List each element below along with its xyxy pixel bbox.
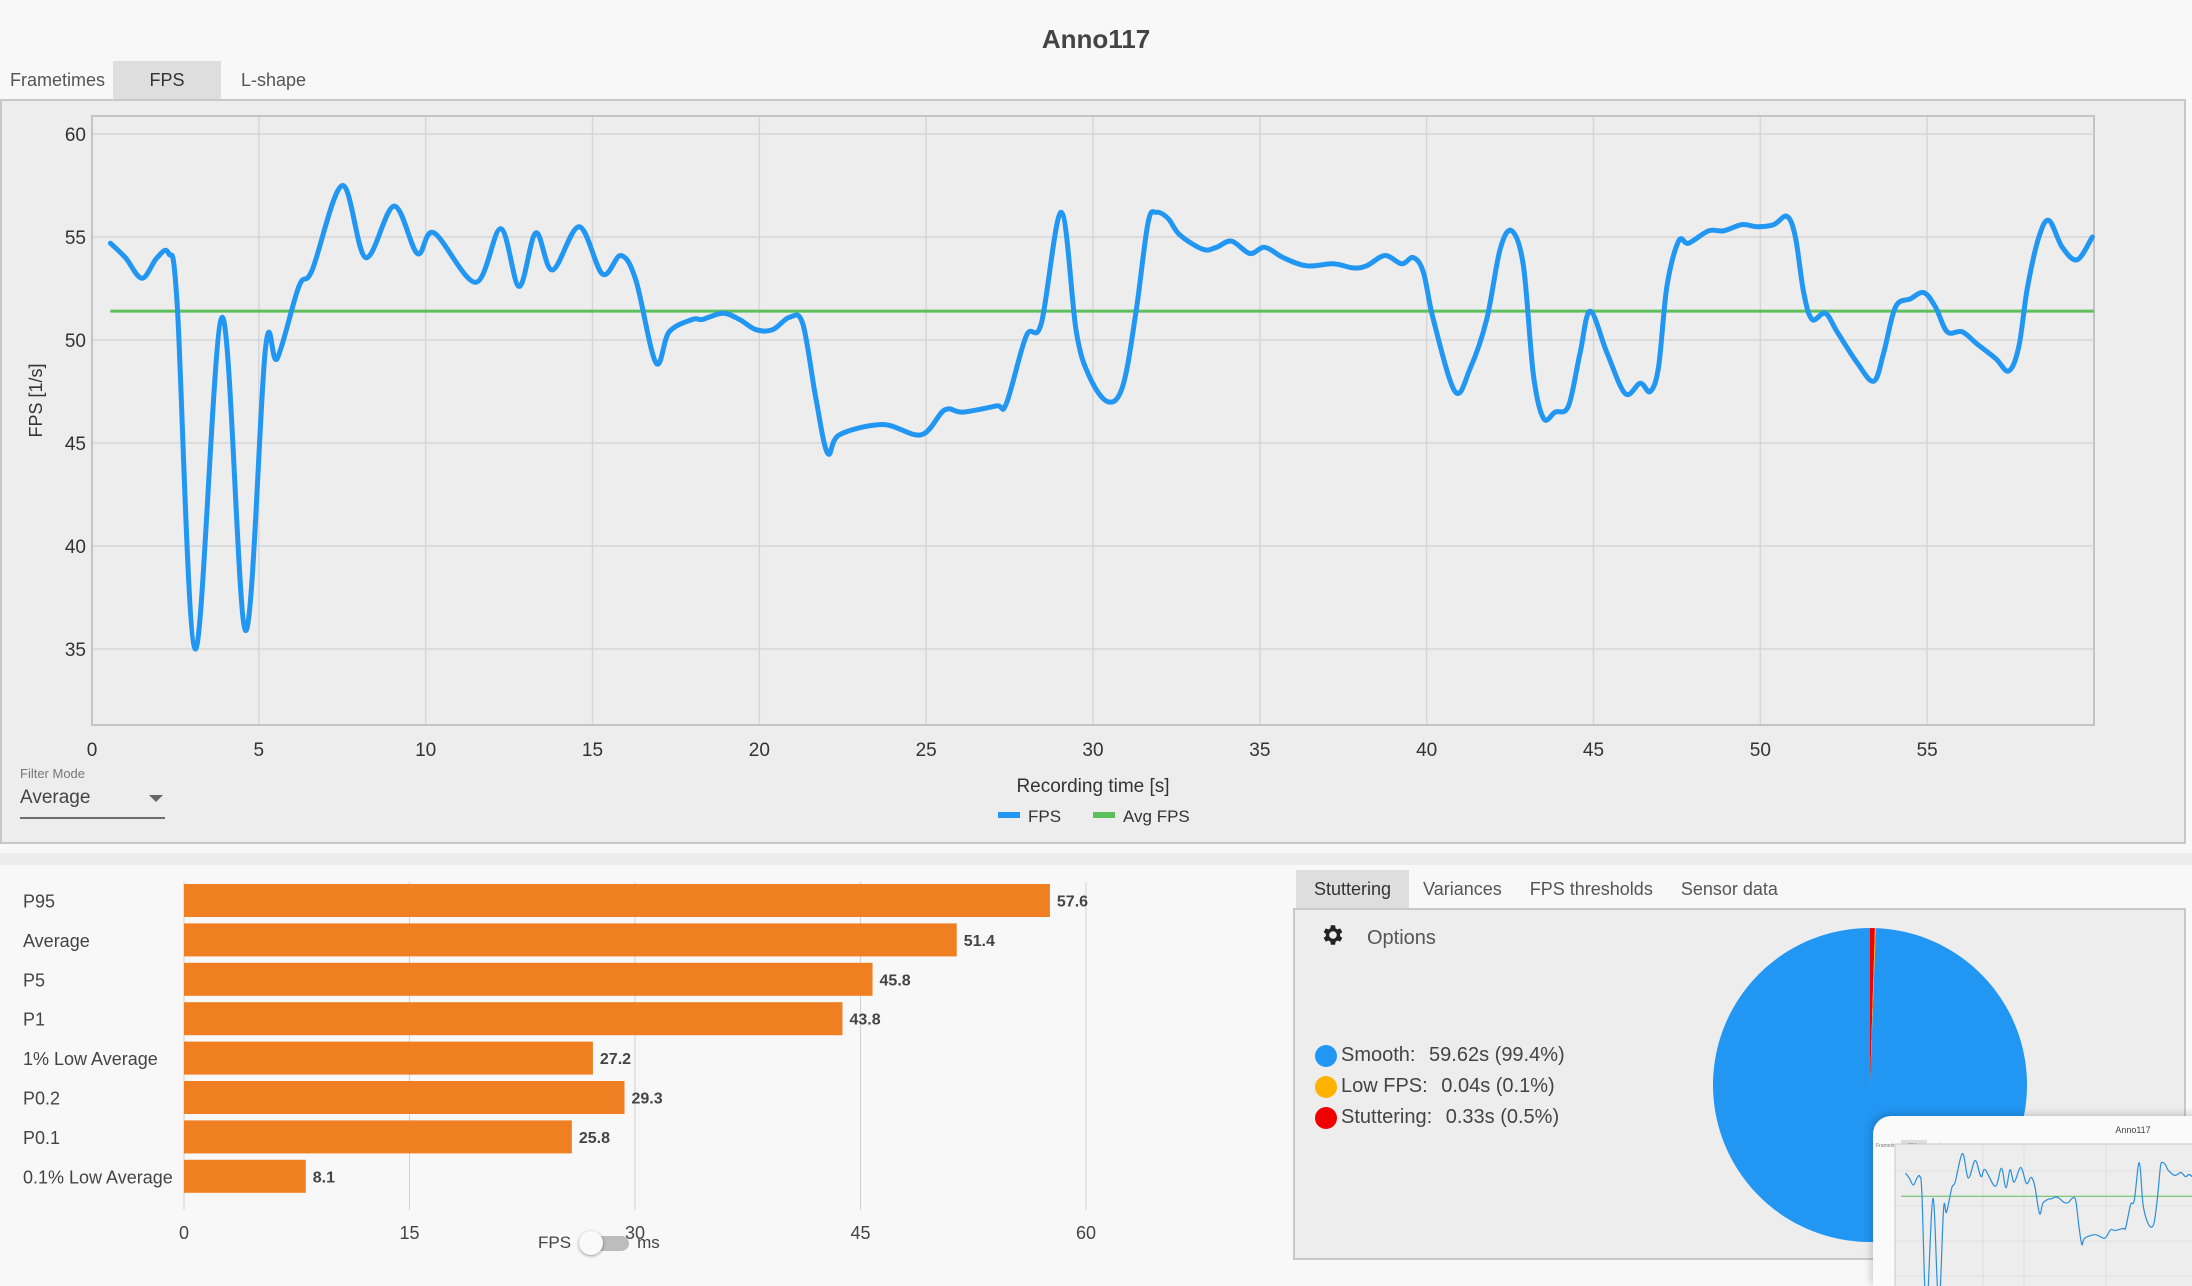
x-tick-label: 0 — [87, 740, 98, 761]
bar-value-label: 29.3 — [631, 1091, 662, 1108]
x-tick-label: 40 — [1416, 740, 1437, 761]
bar-value-label: 45.8 — [880, 972, 911, 989]
y-axis-label: FPS [1/s] — [26, 363, 46, 437]
tab-stuttering[interactable]: Stuttering — [1296, 870, 1409, 908]
bar-category-label: P0.2 — [23, 1089, 60, 1109]
tab-sensor-data[interactable]: Sensor data — [1667, 870, 1792, 908]
bar-category-label: 0.1% Low Average — [23, 1167, 173, 1187]
legend-swatch-fps — [998, 812, 1020, 818]
bar-x-tick-label: 0 — [179, 1223, 189, 1243]
legend-value: 0.04s (0.1%) — [1441, 1075, 1554, 1098]
unit-toggle-group: FPS ms — [538, 1231, 660, 1255]
screenshot-thumbnail-preview[interactable]: Anno117 Frametimes FPS L-shape — [1873, 1116, 2192, 1286]
options-label: Options — [1367, 927, 1436, 950]
analysis-tabs: Stuttering Variances FPS thresholds Sens… — [1296, 870, 1792, 908]
legend-name: Low FPS: — [1341, 1075, 1428, 1098]
gear-icon — [1319, 922, 1345, 954]
tab-fps-thresholds[interactable]: FPS thresholds — [1516, 870, 1667, 908]
bar — [184, 923, 957, 956]
y-tick-label: 60 — [65, 125, 86, 146]
x-tick-label: 5 — [254, 740, 265, 761]
bar — [184, 963, 873, 996]
x-tick-label: 10 — [415, 740, 436, 761]
dropdown-arrow-icon — [149, 795, 163, 802]
bar-category-label: P95 — [23, 892, 55, 912]
bar-value-label: 51.4 — [964, 933, 995, 950]
toggle-knob[interactable] — [579, 1231, 603, 1255]
x-tick-label: 25 — [916, 740, 937, 761]
legend-label-avg-fps: Avg FPS — [1123, 807, 1190, 826]
legend-value: 59.62s (99.4%) — [1429, 1044, 1565, 1067]
y-tick-label: 45 — [65, 434, 86, 455]
y-tick-label: 35 — [65, 640, 86, 661]
fps-line-chart: 0 5 10 15 20 25 30 35 40 45 50 55 35 40 45 50 55 60 FPS [… — [0, 0, 2192, 860]
x-tick-label: 35 — [1249, 740, 1270, 761]
y-tick-label: 55 — [65, 228, 86, 249]
panel-separator — [0, 853, 2192, 865]
bar — [184, 1042, 593, 1075]
x-tick-label: 55 — [1917, 740, 1938, 761]
bar-category-label: 1% Low Average — [23, 1049, 158, 1069]
x-tick-label: 30 — [1082, 740, 1103, 761]
bar-category-label: P5 — [23, 970, 45, 990]
x-axis-label: Recording time [s] — [1016, 776, 1169, 797]
bar-value-label: 57.6 — [1057, 894, 1088, 911]
legend-item-smooth: Smooth: 59.62s (99.4%) — [1315, 1040, 1565, 1071]
bar — [184, 884, 1050, 917]
bar-x-tick-label: 45 — [850, 1223, 870, 1243]
bar-value-label: 25.8 — [579, 1130, 610, 1147]
options-button[interactable]: Options — [1319, 922, 1436, 954]
bar — [184, 1120, 572, 1153]
x-tick-label: 20 — [749, 740, 770, 761]
legend-swatch-avg-fps — [1093, 812, 1115, 818]
low-fps-dot-icon — [1315, 1076, 1337, 1098]
bar-value-label: 8.1 — [313, 1169, 335, 1186]
filter-mode-select[interactable]: Average — [20, 787, 165, 819]
legend-name: Smooth: — [1341, 1044, 1415, 1067]
bar-value-label: 27.2 — [600, 1051, 631, 1068]
legend-label-fps: FPS — [1028, 807, 1061, 826]
bar-category-label: P0.1 — [23, 1128, 60, 1148]
bar-category-label: P1 — [23, 1010, 45, 1030]
x-tick-label: 50 — [1750, 740, 1771, 761]
tab-variances[interactable]: Variances — [1409, 870, 1516, 908]
legend-item-stuttering: Stuttering: 0.33s (0.5%) — [1315, 1102, 1565, 1133]
x-tick-label: 15 — [582, 740, 603, 761]
y-tick-label: 40 — [65, 537, 86, 558]
thumbnail-plot-bg — [1895, 1144, 2192, 1286]
stuttering-dot-icon — [1315, 1107, 1337, 1129]
stuttering-legend: Smooth: 59.62s (99.4%) Low FPS: 0.04s (0… — [1315, 1040, 1565, 1133]
legend-item-low-fps: Low FPS: 0.04s (0.1%) — [1315, 1071, 1565, 1102]
unit-toggle-fps-label: FPS — [538, 1233, 571, 1253]
smooth-dot-icon — [1315, 1045, 1337, 1067]
filter-mode-value: Average — [20, 787, 90, 808]
filter-mode: Filter Mode Average — [20, 766, 165, 819]
legend-value: 0.33s (0.5%) — [1446, 1106, 1559, 1129]
y-tick-label: 50 — [65, 331, 86, 352]
unit-toggle-ms-label: ms — [637, 1233, 660, 1253]
bar — [184, 1160, 306, 1193]
chart-legend: FPS Avg FPS — [998, 807, 1190, 826]
legend-name: Stuttering: — [1341, 1106, 1432, 1129]
bar-category-label: Average — [23, 931, 90, 951]
bar — [184, 1081, 624, 1114]
bar-value-label: 43.8 — [849, 1012, 880, 1029]
filter-mode-label: Filter Mode — [20, 766, 165, 781]
unit-toggle-switch[interactable] — [579, 1231, 629, 1255]
thumbnail-title: Anno117 — [2115, 1125, 2150, 1135]
bar-x-tick-label: 60 — [1076, 1223, 1096, 1243]
bar-x-tick-label: 15 — [399, 1223, 419, 1243]
bar — [184, 1002, 842, 1035]
x-tick-label: 45 — [1583, 740, 1604, 761]
